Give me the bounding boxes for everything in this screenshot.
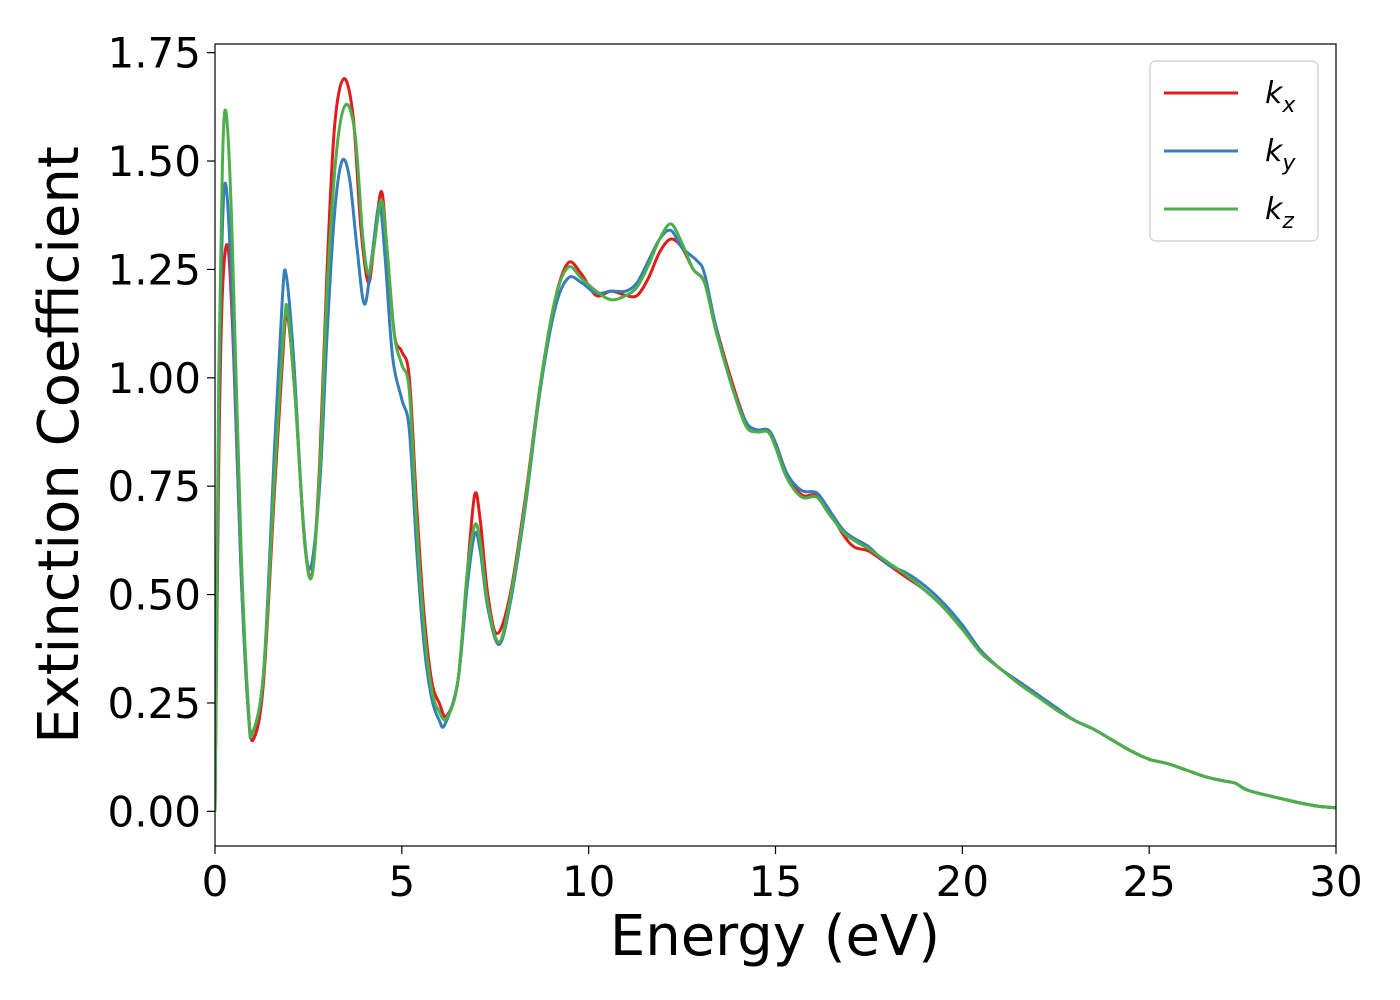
y-tick-label: 1.50 <box>107 137 201 186</box>
x-tick-label: 5 <box>388 857 415 906</box>
series-layer <box>215 77 1336 812</box>
y-axis: 0.00 0.25 0.50 0.75 1.00 1.25 1.50 1.75 <box>107 29 215 836</box>
y-tick-label: 0.00 <box>107 787 201 836</box>
y-tick-label: 1.00 <box>107 354 201 403</box>
y-tick-label: 0.50 <box>107 571 201 620</box>
x-axis-label: Energy (eV) <box>610 904 940 969</box>
y-tick-label: 0.25 <box>107 679 201 728</box>
x-tick-label: 15 <box>749 857 802 906</box>
x-tick-label: 10 <box>562 857 615 906</box>
x-tick-label: 30 <box>1309 857 1362 906</box>
y-tick-label: 1.75 <box>107 29 201 78</box>
x-tick-label: 20 <box>936 857 989 906</box>
y-tick-label: 0.75 <box>107 462 201 511</box>
series-line-ky <box>215 157 1336 812</box>
y-axis-label: Extinction Coefficient <box>27 146 92 744</box>
x-tick-label: 25 <box>1122 857 1175 906</box>
series-line-kz <box>215 102 1336 812</box>
y-tick-label: 1.25 <box>107 245 201 294</box>
x-axis: 0 5 10 15 20 25 30 <box>202 846 1363 906</box>
x-tick-label: 0 <box>202 857 229 906</box>
